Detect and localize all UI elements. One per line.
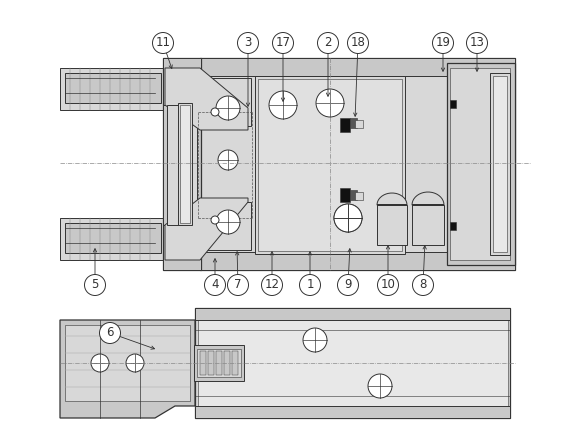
Text: 6: 6 — [106, 326, 114, 340]
Text: 5: 5 — [92, 278, 99, 291]
Circle shape — [334, 204, 362, 232]
Bar — [167, 105, 182, 225]
Bar — [490, 73, 510, 255]
Circle shape — [303, 328, 327, 352]
Bar — [163, 218, 201, 270]
Bar — [412, 205, 444, 245]
Bar — [255, 76, 405, 254]
Circle shape — [216, 210, 240, 234]
Text: 7: 7 — [234, 278, 242, 291]
Bar — [65, 325, 190, 401]
Bar — [355, 120, 363, 128]
Bar — [196, 78, 251, 126]
Circle shape — [433, 32, 454, 53]
Bar — [163, 105, 185, 225]
Circle shape — [262, 274, 283, 295]
Bar — [224, 351, 230, 375]
Polygon shape — [165, 198, 248, 260]
Bar — [163, 58, 201, 108]
Bar — [450, 100, 456, 108]
Bar — [60, 68, 170, 110]
Text: 19: 19 — [436, 37, 451, 49]
Text: 18: 18 — [350, 37, 366, 49]
Circle shape — [338, 274, 359, 295]
Circle shape — [272, 32, 293, 53]
Circle shape — [153, 32, 174, 53]
Bar — [340, 118, 350, 132]
Bar — [200, 351, 206, 375]
Bar — [60, 218, 170, 260]
Bar — [198, 313, 508, 413]
Bar — [200, 58, 515, 270]
Text: 11: 11 — [156, 37, 170, 49]
Bar — [167, 63, 197, 265]
Circle shape — [318, 32, 339, 53]
Circle shape — [466, 32, 487, 53]
Circle shape — [126, 354, 144, 372]
Bar — [195, 308, 510, 418]
Circle shape — [216, 96, 240, 120]
Bar — [447, 63, 515, 265]
Circle shape — [237, 32, 258, 53]
Polygon shape — [377, 193, 407, 205]
Circle shape — [316, 89, 344, 117]
Bar — [450, 68, 510, 260]
Bar — [200, 58, 515, 76]
Text: 13: 13 — [469, 37, 484, 49]
Text: 1: 1 — [306, 278, 314, 291]
Bar — [180, 105, 190, 223]
Circle shape — [347, 32, 368, 53]
Circle shape — [100, 323, 121, 343]
Circle shape — [205, 274, 226, 295]
Bar — [232, 351, 238, 375]
Circle shape — [269, 91, 297, 119]
Text: 4: 4 — [211, 278, 219, 291]
Bar — [195, 308, 510, 320]
Bar — [258, 79, 402, 251]
Circle shape — [211, 108, 219, 116]
Circle shape — [218, 150, 238, 170]
Circle shape — [378, 274, 399, 295]
Bar — [196, 202, 251, 250]
Bar — [340, 188, 350, 202]
Polygon shape — [412, 192, 444, 205]
Text: 2: 2 — [324, 37, 332, 49]
Circle shape — [413, 274, 434, 295]
Text: 3: 3 — [244, 37, 252, 49]
Circle shape — [227, 274, 248, 295]
Bar — [197, 349, 241, 377]
Bar — [216, 351, 222, 375]
Bar — [65, 73, 161, 103]
Text: 8: 8 — [419, 278, 427, 291]
Bar — [194, 345, 244, 381]
Bar — [208, 351, 214, 375]
Bar — [493, 76, 507, 252]
Bar — [65, 223, 161, 253]
Circle shape — [211, 216, 219, 224]
Bar — [355, 192, 363, 200]
Circle shape — [334, 204, 362, 232]
Text: 10: 10 — [381, 278, 395, 291]
Circle shape — [368, 374, 392, 398]
Polygon shape — [165, 68, 248, 130]
Circle shape — [85, 274, 106, 295]
Bar — [163, 58, 201, 270]
Text: 12: 12 — [265, 278, 279, 291]
Bar — [200, 252, 515, 270]
Bar — [450, 222, 456, 230]
Circle shape — [91, 354, 109, 372]
Bar — [377, 205, 407, 245]
Circle shape — [300, 274, 321, 295]
Polygon shape — [60, 320, 195, 418]
Bar — [350, 118, 357, 128]
Text: 9: 9 — [344, 278, 352, 291]
Bar — [178, 103, 192, 225]
Bar — [350, 190, 357, 200]
Bar — [195, 406, 510, 418]
Text: 17: 17 — [276, 37, 290, 49]
